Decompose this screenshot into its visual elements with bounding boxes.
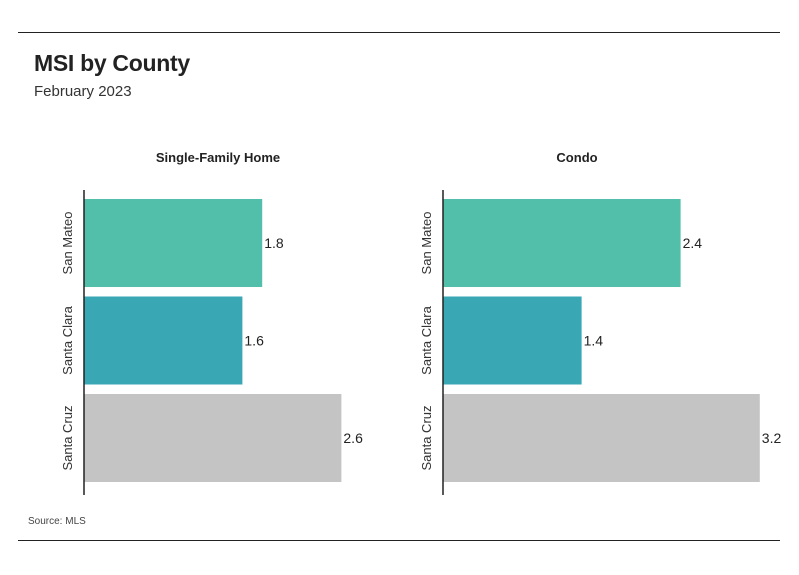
panel-title-condo: Condo [556, 150, 597, 165]
bar-condo-san-mateo [443, 199, 681, 287]
data-label-condo-santa-clara: 1.4 [584, 333, 604, 349]
data-label-condo-santa-cruz: 3.2 [762, 430, 782, 446]
category-label-condo-san-mateo: San Mateo [419, 212, 434, 275]
category-label-condo-santa-clara: Santa Clara [419, 305, 434, 374]
bar-single-family-home-san-mateo [84, 199, 263, 287]
category-label-single-family-home-san-mateo: San Mateo [60, 212, 75, 275]
source-note: Source: MLS [28, 516, 86, 527]
category-label-condo-santa-cruz: Santa Cruz [419, 405, 434, 470]
bar-single-family-home-santa-cruz [84, 394, 342, 482]
bar-condo-santa-cruz [443, 394, 760, 482]
data-label-single-family-home-san-mateo: 1.8 [264, 235, 284, 251]
category-label-single-family-home-santa-cruz: Santa Cruz [60, 405, 75, 470]
bar-condo-santa-clara [443, 296, 582, 385]
chart-subtitle: February 2023 [34, 83, 132, 100]
category-label-single-family-home-santa-clara: Santa Clara [60, 305, 75, 374]
data-label-single-family-home-santa-cruz: 2.6 [343, 430, 363, 446]
chart-title: MSI by County [34, 50, 190, 76]
top-rule [18, 32, 780, 33]
data-label-condo-san-mateo: 2.4 [683, 235, 703, 251]
data-label-single-family-home-santa-clara: 1.6 [244, 333, 264, 349]
bar-single-family-home-santa-clara [84, 296, 243, 385]
panel-title-single-family-home: Single-Family Home [156, 150, 280, 165]
bottom-rule [18, 540, 780, 541]
